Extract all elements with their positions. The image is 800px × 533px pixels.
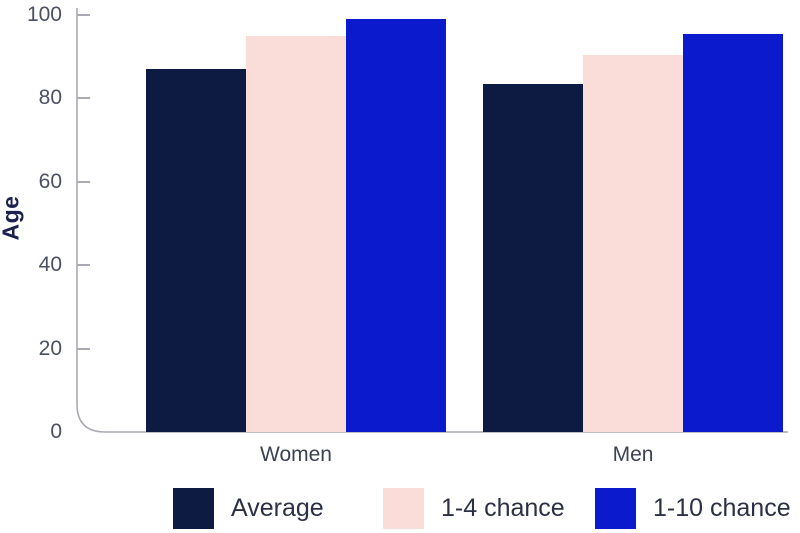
bar-women-average [146, 69, 246, 432]
y-tick-label-60: 60 [38, 169, 62, 193]
bar-women-1-4-chance [246, 35, 346, 432]
legend-swatch-average [173, 487, 214, 529]
y-tick-mark-60 [77, 180, 90, 183]
y-tick-label-0: 0 [50, 420, 62, 443]
bar-women-1-10-chance [346, 19, 446, 432]
y-tick-label-20: 20 [38, 336, 62, 360]
legend-swatch-1-10-chance [595, 487, 636, 529]
y-tick-mark-80 [77, 97, 90, 100]
y-tick-label-80: 80 [38, 86, 62, 110]
x-category-label-men: Men [612, 443, 654, 466]
legend-label-average: Average [231, 493, 324, 522]
bar-men-1-4-chance [583, 54, 683, 432]
legend-swatch-1-4-chance [383, 487, 424, 529]
bar-men-1-10-chance [683, 33, 783, 432]
bar-men-average [483, 83, 583, 432]
legend-item-average: Average [173, 487, 324, 529]
y-tick-mark-100 [77, 14, 90, 16]
legend-label-1-10-chance: 1-10 chance [653, 493, 791, 522]
legend-item-1-4-chance: 1-4 chance [383, 487, 565, 529]
y-axis-title: Age [0, 195, 24, 241]
y-tick-label-40: 40 [38, 253, 62, 277]
legend: Average 1-4 chance 1-10 chance [0, 487, 800, 529]
y-tick-mark-40 [77, 264, 90, 267]
y-tick-mark-20 [77, 347, 90, 350]
x-category-label-women: Women [260, 443, 332, 466]
legend-item-1-10-chance: 1-10 chance [595, 487, 791, 529]
legend-label-1-4-chance: 1-4 chance [441, 493, 565, 522]
y-tick-label-100: 100 [26, 3, 62, 26]
